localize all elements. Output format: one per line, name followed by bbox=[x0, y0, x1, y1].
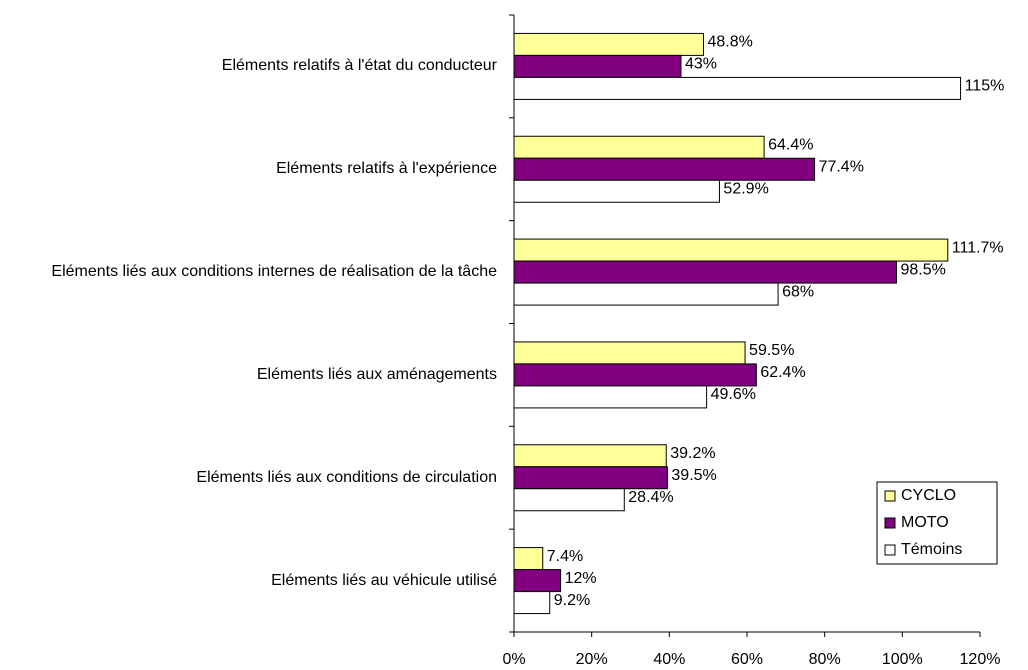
value-label: 9.2% bbox=[554, 592, 590, 609]
x-tick-label: 80% bbox=[809, 651, 841, 668]
value-label: 98.5% bbox=[901, 261, 946, 278]
bar bbox=[513, 76, 962, 100]
legend-swatch bbox=[884, 544, 896, 556]
bar bbox=[513, 32, 705, 56]
x-tick-label: 60% bbox=[731, 651, 763, 668]
legend-label: CYCLO bbox=[901, 487, 956, 504]
value-label: 39.2% bbox=[670, 445, 715, 462]
legend-swatch bbox=[884, 490, 896, 502]
category-text: Eléments liés aux aménagements bbox=[256, 365, 497, 383]
value-label: 52.9% bbox=[723, 180, 768, 197]
legend-swatch bbox=[884, 517, 896, 529]
bar bbox=[513, 363, 757, 387]
bar bbox=[513, 341, 746, 365]
category-label: Eléments liés au véhicule utilisé bbox=[2, 566, 497, 596]
category-label: Eléments relatifs à l'expérience bbox=[2, 154, 497, 184]
bar bbox=[513, 54, 682, 78]
value-label: 49.6% bbox=[711, 386, 756, 403]
value-label: 68% bbox=[782, 283, 814, 300]
bar bbox=[513, 282, 779, 306]
bar bbox=[513, 385, 708, 409]
bar bbox=[513, 135, 765, 159]
x-tick-label: 0% bbox=[502, 651, 525, 668]
legend-box bbox=[876, 481, 998, 565]
value-label: 28.4% bbox=[628, 489, 673, 506]
x-tick-label: 100% bbox=[882, 651, 923, 668]
value-label: 77.4% bbox=[819, 158, 864, 175]
category-label: Eléments relatifs à l'état du conducteur bbox=[2, 51, 497, 81]
bar bbox=[513, 157, 816, 181]
bar bbox=[513, 488, 625, 512]
x-tick-label: 120% bbox=[960, 651, 1001, 668]
value-label: 62.4% bbox=[760, 364, 805, 381]
bar bbox=[513, 569, 562, 593]
value-label: 39.5% bbox=[671, 467, 716, 484]
legend-label: MOTO bbox=[901, 514, 949, 531]
value-label: 43% bbox=[685, 56, 717, 73]
value-label: 48.8% bbox=[708, 34, 753, 51]
value-label: 111.7% bbox=[952, 239, 1004, 256]
bar bbox=[513, 591, 551, 615]
bar bbox=[513, 547, 544, 571]
x-tick-label: 40% bbox=[653, 651, 685, 668]
value-label: 59.5% bbox=[749, 342, 794, 359]
value-label: 115% bbox=[965, 78, 1005, 95]
category-label: Eléments liés aux conditions de circulat… bbox=[2, 463, 497, 493]
value-label: 64.4% bbox=[768, 136, 813, 153]
category-text: Eléments liés aux conditions internes de… bbox=[51, 263, 497, 281]
category-label: Eléments liés aux aménagements bbox=[2, 360, 497, 390]
value-label: 12% bbox=[565, 570, 597, 587]
bar bbox=[513, 238, 949, 262]
legend-label: Témoins bbox=[901, 541, 962, 558]
category-text: Eléments relatifs à l'état du conducteur bbox=[221, 57, 497, 75]
x-tick-label: 20% bbox=[576, 651, 608, 668]
bar bbox=[513, 179, 720, 203]
category-label: Eléments liés aux conditions internes de… bbox=[2, 257, 497, 287]
category-text: Eléments relatifs à l'expérience bbox=[276, 160, 497, 178]
bar bbox=[513, 444, 667, 468]
value-label: 7.4% bbox=[547, 548, 583, 565]
category-text: Eléments liés aux conditions de circulat… bbox=[196, 468, 497, 486]
category-text: Eléments liés au véhicule utilisé bbox=[271, 571, 497, 589]
bar bbox=[513, 466, 668, 490]
bar bbox=[513, 260, 898, 284]
